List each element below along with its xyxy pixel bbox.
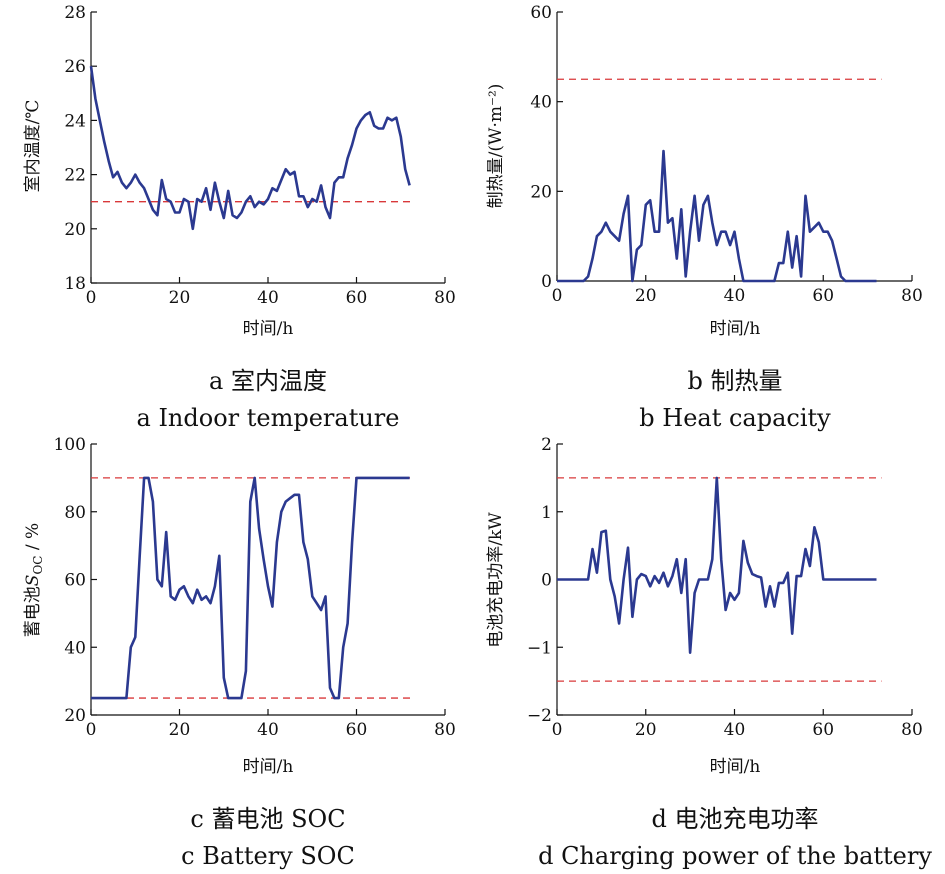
x-tick-label: 80 [901, 720, 923, 740]
ylabel-battery-soc-prefix: 蓄电池 [23, 586, 43, 637]
y-tick-label: 80 [64, 503, 86, 523]
x-tick-label: 60 [812, 286, 834, 306]
caption-cn-charging-power: d 电池充电功率 [652, 805, 819, 833]
x-tick-label: 20 [635, 286, 657, 306]
y-tick-label: 20 [64, 706, 86, 726]
y-tick-label: 40 [530, 93, 552, 113]
panel-charging-power: 电池充电功率/kW 时间/h d 电池充电功率 d Charging power… [486, 435, 932, 870]
x-tick-label: 80 [901, 286, 923, 306]
y-tick-label: 18 [64, 274, 86, 294]
y-tick-label: 60 [530, 3, 552, 23]
series-line [91, 476, 410, 700]
series-line [557, 476, 877, 655]
x-tick-label: 60 [346, 288, 368, 308]
y-tick-label: 26 [64, 57, 86, 77]
y-tick-label: 1 [541, 503, 552, 523]
y-tick-label: 2 [541, 435, 552, 455]
xlabel-indoor-temperature: 时间/h [243, 319, 294, 339]
xlabel-battery-soc: 时间/h [243, 757, 294, 777]
series-line [89, 66, 411, 231]
ylabel-charging-power: 电池充电功率/kW [486, 512, 506, 648]
ylabel-indoor-temperature: 室内温度/℃ [23, 100, 43, 193]
y-tick-label: −2 [527, 706, 552, 726]
y-tick-label: 100 [54, 435, 86, 455]
caption-cn-battery-soc: c 蓄电池 SOC [190, 805, 345, 833]
x-tick-label: 60 [346, 720, 368, 740]
y-tick-label: 20 [64, 220, 86, 240]
ylabel-heat-capacity: 制热量/(W·m⁻²) [486, 84, 506, 209]
panel-heat-capacity: 制热量/(W·m⁻²) 时间/h b 制热量 b Heat capacity 0… [486, 3, 923, 432]
x-tick-label: 80 [434, 720, 456, 740]
y-tick-label: 24 [64, 111, 86, 131]
y-tick-label: 40 [64, 638, 86, 658]
y-tick-label: 0 [541, 571, 552, 591]
y-tick-label: 28 [64, 3, 86, 23]
y-tick-label: 0 [541, 272, 552, 292]
x-tick-label: 0 [552, 286, 563, 306]
x-tick-label: 40 [724, 286, 746, 306]
x-tick-label: 60 [812, 720, 834, 740]
caption-cn-heat-capacity: b 制热量 [688, 367, 783, 395]
caption-en-charging-power: d Charging power of the battery [538, 842, 932, 870]
x-tick-label: 40 [257, 720, 279, 740]
caption-en-indoor-temperature: a Indoor temperature [137, 404, 400, 432]
ylabel-battery-soc: 蓄电池SOC / % [23, 523, 45, 637]
y-tick-label: 60 [64, 571, 86, 591]
caption-en-heat-capacity: b Heat capacity [639, 404, 831, 432]
series-line [557, 149, 877, 283]
x-tick-label: 40 [257, 288, 279, 308]
x-tick-label: 0 [86, 720, 97, 740]
ylabel-battery-soc-suffix: / % [23, 523, 43, 556]
x-tick-label: 20 [169, 288, 191, 308]
ylabel-battery-soc-sub: OC [31, 556, 45, 575]
x-tick-label: 0 [552, 720, 563, 740]
y-tick-label: 20 [530, 182, 552, 202]
panel-indoor-temperature: 室内温度/℃ 时间/h a 室内温度 a Indoor temperature … [23, 3, 456, 432]
caption-cn-indoor-temperature: a 室内温度 [209, 367, 327, 395]
y-tick-label: −1 [527, 638, 552, 658]
caption-en-battery-soc: c Battery SOC [181, 842, 355, 870]
x-tick-label: 20 [169, 720, 191, 740]
panel-battery-soc: 蓄电池SOC / % 时间/h c 蓄电池 SOC c Battery SOC … [23, 435, 456, 870]
x-tick-label: 80 [434, 288, 456, 308]
x-tick-label: 20 [635, 720, 657, 740]
x-tick-label: 40 [724, 720, 746, 740]
x-tick-label: 0 [86, 288, 97, 308]
xlabel-heat-capacity: 时间/h [710, 319, 761, 339]
ylabel-battery-soc-var: S [23, 575, 43, 587]
xlabel-charging-power: 时间/h [710, 757, 761, 777]
y-tick-label: 22 [64, 166, 86, 186]
